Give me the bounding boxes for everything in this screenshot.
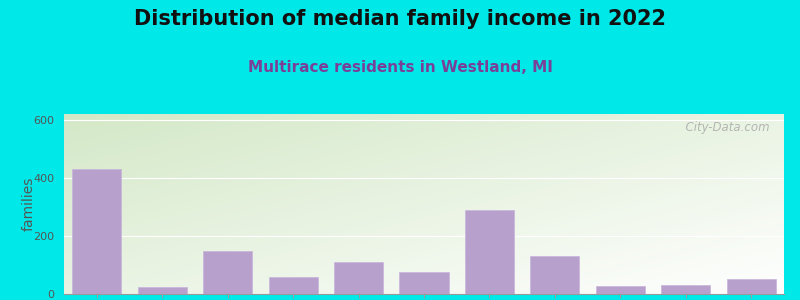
Text: City-Data.com: City-Data.com — [678, 121, 770, 134]
Bar — [530, 256, 579, 294]
Y-axis label: families: families — [22, 177, 36, 231]
Bar — [399, 272, 449, 294]
Bar — [596, 286, 645, 294]
Bar — [72, 169, 122, 294]
Bar — [662, 285, 710, 294]
Bar — [465, 210, 514, 294]
Bar — [726, 279, 776, 294]
Bar — [138, 287, 186, 294]
Bar — [203, 251, 252, 294]
Text: Multirace residents in Westland, MI: Multirace residents in Westland, MI — [247, 60, 553, 75]
Bar — [269, 278, 318, 294]
Bar — [334, 262, 383, 294]
Text: Distribution of median family income in 2022: Distribution of median family income in … — [134, 9, 666, 29]
